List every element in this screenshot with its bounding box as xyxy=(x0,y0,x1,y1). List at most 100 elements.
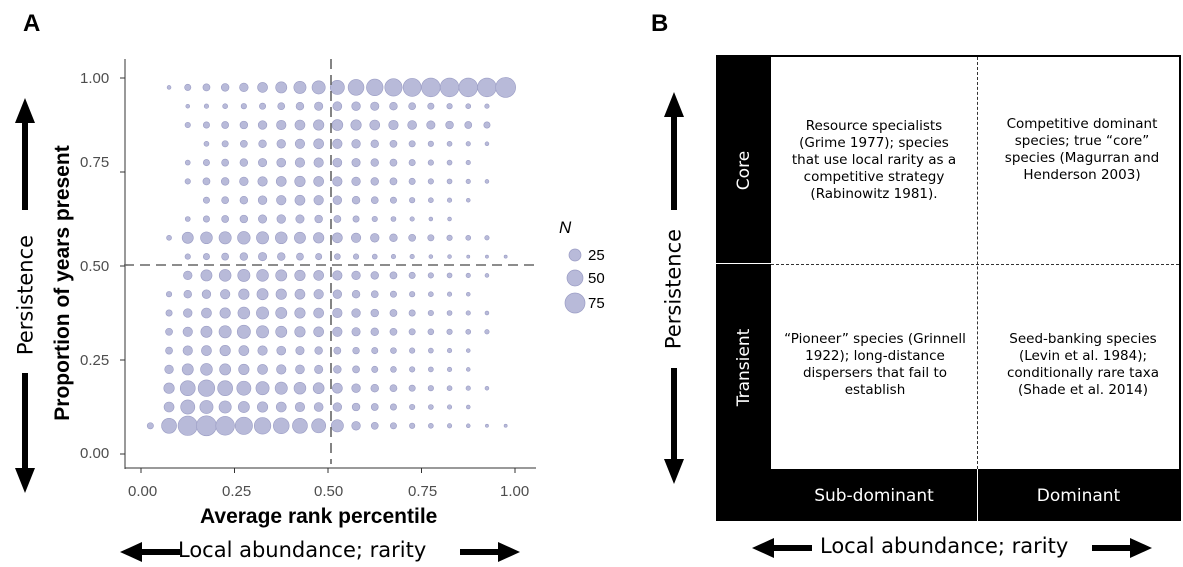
data-point xyxy=(215,416,235,436)
data-point xyxy=(409,216,415,222)
data-point xyxy=(238,288,250,300)
data-point xyxy=(273,417,290,435)
data-point xyxy=(294,401,306,413)
data-point xyxy=(277,252,286,261)
quadrant-top-right: Competitive dominant species; true “core… xyxy=(1004,116,1160,183)
framework-box: Core Transient Sub-dominant Dominant Res… xyxy=(716,55,1181,521)
data-point xyxy=(350,119,362,131)
data-point xyxy=(466,197,471,203)
data-point xyxy=(332,157,343,168)
data-point xyxy=(466,291,471,297)
data-point xyxy=(465,160,471,166)
data-point xyxy=(351,383,361,393)
data-point xyxy=(313,138,324,150)
data-point xyxy=(439,77,460,98)
data-point xyxy=(255,381,270,396)
row-label-core: Core xyxy=(733,150,754,191)
data-point xyxy=(184,159,191,166)
data-point xyxy=(218,231,232,245)
panel-b-letter: B xyxy=(651,10,669,37)
data-point xyxy=(447,404,453,410)
data-point xyxy=(257,82,268,93)
data-point xyxy=(465,328,472,335)
data-point xyxy=(276,345,287,356)
data-point xyxy=(352,215,360,223)
data-point xyxy=(163,382,175,394)
data-point xyxy=(201,307,212,319)
data-point xyxy=(485,423,489,428)
data-point xyxy=(146,422,154,430)
data-point xyxy=(447,254,452,259)
data-point xyxy=(389,158,398,167)
data-point xyxy=(202,253,210,261)
data-point xyxy=(427,102,435,110)
data-point xyxy=(447,197,453,203)
data-point xyxy=(388,119,399,131)
data-point xyxy=(445,120,454,130)
data-point xyxy=(370,384,379,393)
data-point xyxy=(465,178,471,184)
data-point xyxy=(182,326,193,337)
data-point xyxy=(202,121,210,129)
data-point xyxy=(315,253,323,261)
data-point xyxy=(409,422,416,429)
legend-swatch-25 xyxy=(568,248,582,262)
data-point xyxy=(370,421,379,430)
x-axis-title: Average rank percentile xyxy=(200,505,438,528)
data-point xyxy=(333,215,342,223)
data-point xyxy=(202,159,210,167)
data-point xyxy=(465,310,471,316)
data-point xyxy=(408,159,416,167)
data-point xyxy=(389,290,397,298)
quadrant-bottom-left: “Pioneer” species (Grinnell 1922); long-… xyxy=(784,331,966,398)
data-point xyxy=(409,291,416,298)
data-point xyxy=(161,417,177,434)
data-point xyxy=(177,415,198,436)
size-legend xyxy=(564,248,586,314)
data-point xyxy=(257,120,268,130)
data-point xyxy=(485,254,489,259)
col-separator xyxy=(977,469,978,521)
data-point xyxy=(390,347,397,354)
data-point xyxy=(275,176,287,187)
data-point xyxy=(389,309,398,317)
data-point xyxy=(313,119,325,131)
data-point xyxy=(237,231,251,245)
data-point xyxy=(465,272,471,278)
data-point xyxy=(184,83,192,91)
data-point xyxy=(332,232,343,244)
data-point xyxy=(446,140,453,147)
data-point xyxy=(275,269,288,282)
data-point xyxy=(421,77,441,98)
data-point xyxy=(351,101,361,111)
data-point xyxy=(409,254,415,260)
data-point xyxy=(408,271,416,279)
data-point xyxy=(196,415,217,437)
data-point xyxy=(294,194,306,206)
data-point xyxy=(483,121,491,129)
data-point xyxy=(256,269,269,282)
data-point xyxy=(409,197,416,204)
data-point xyxy=(197,379,216,397)
abundance-label-b: Local abundance; rarity xyxy=(820,534,1069,558)
data-point xyxy=(389,177,398,186)
data-point xyxy=(369,119,381,131)
data-point xyxy=(294,326,306,338)
data-point xyxy=(370,196,379,205)
data-point xyxy=(370,101,380,111)
data-point xyxy=(408,140,416,148)
data-point xyxy=(256,325,269,339)
data-point xyxy=(351,308,361,318)
vertical-divider xyxy=(977,57,978,469)
data-point xyxy=(218,325,232,339)
data-point xyxy=(409,366,416,373)
data-point xyxy=(313,176,324,187)
data-point xyxy=(182,345,193,356)
data-point xyxy=(276,157,287,168)
data-point xyxy=(218,400,232,414)
data-point xyxy=(236,324,251,339)
data-point xyxy=(276,119,287,131)
data-point xyxy=(276,139,286,149)
data-point xyxy=(166,234,172,241)
data-point xyxy=(257,345,268,356)
